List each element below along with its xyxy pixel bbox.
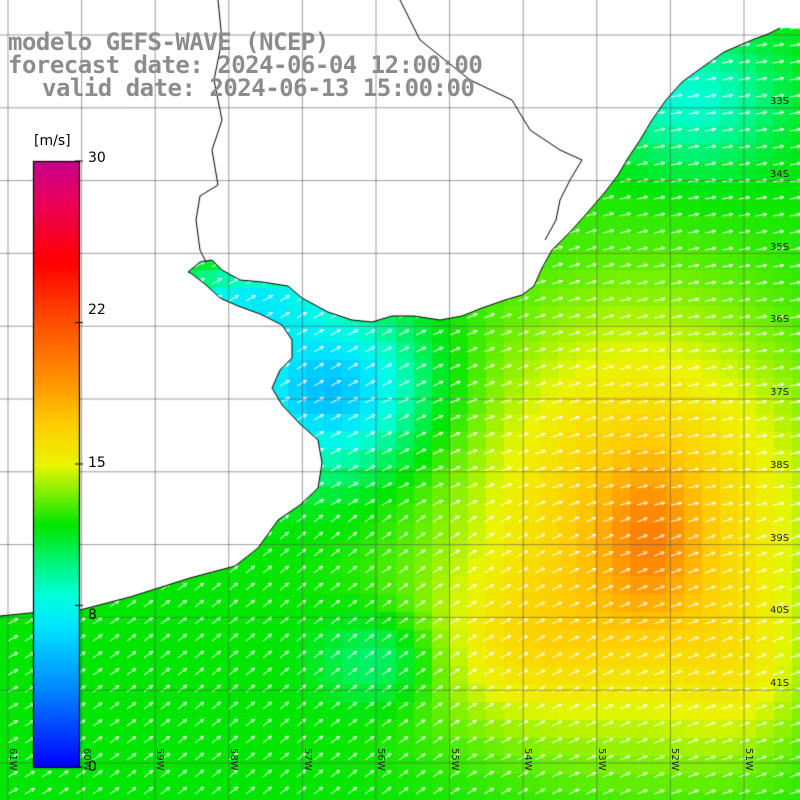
- longitude-label: 61W: [7, 748, 18, 771]
- colorbar-tick-label: 30: [88, 150, 106, 166]
- longitude-label: 57W: [302, 748, 313, 771]
- latitude-label: 36S: [770, 314, 790, 325]
- colorbar-unit-label: [m/s]: [34, 133, 71, 149]
- colorbar-tick-label: 0: [88, 759, 97, 775]
- latitude-label: 37S: [770, 387, 790, 398]
- latitude-label: 33S: [770, 96, 790, 107]
- longitude-label: 54W: [522, 748, 533, 771]
- model-title: modelo GEFS-WAVE (NCEP): [8, 28, 329, 56]
- longitude-label: 56W: [375, 748, 386, 771]
- longitude-label: 60W: [81, 748, 92, 771]
- latitude-label: 35S: [770, 242, 790, 253]
- longitude-label: 53W: [596, 748, 607, 771]
- longitude-label: 58W: [228, 748, 239, 771]
- latitude-label: 40S: [770, 605, 790, 616]
- longitude-label: 51W: [743, 748, 754, 771]
- longitude-label: 55W: [449, 748, 460, 771]
- colorbar-tick-label: 15: [88, 455, 106, 471]
- forecast-date-title: forecast date: 2024-06-04 12:00:00: [8, 51, 483, 79]
- latitude-label: 34S: [770, 169, 790, 180]
- latitude-label: 39S: [770, 533, 790, 544]
- latitude-label: 38S: [770, 460, 790, 471]
- longitude-label: 52W: [669, 748, 680, 771]
- longitude-label: 59W: [154, 748, 165, 771]
- latitude-label: 41S: [770, 678, 790, 689]
- colorbar-tick-label: 22: [88, 302, 106, 318]
- valid-date-title: valid date: 2024-06-13 15:00:00: [42, 74, 475, 102]
- colorbar-tick-label: 8: [88, 607, 97, 623]
